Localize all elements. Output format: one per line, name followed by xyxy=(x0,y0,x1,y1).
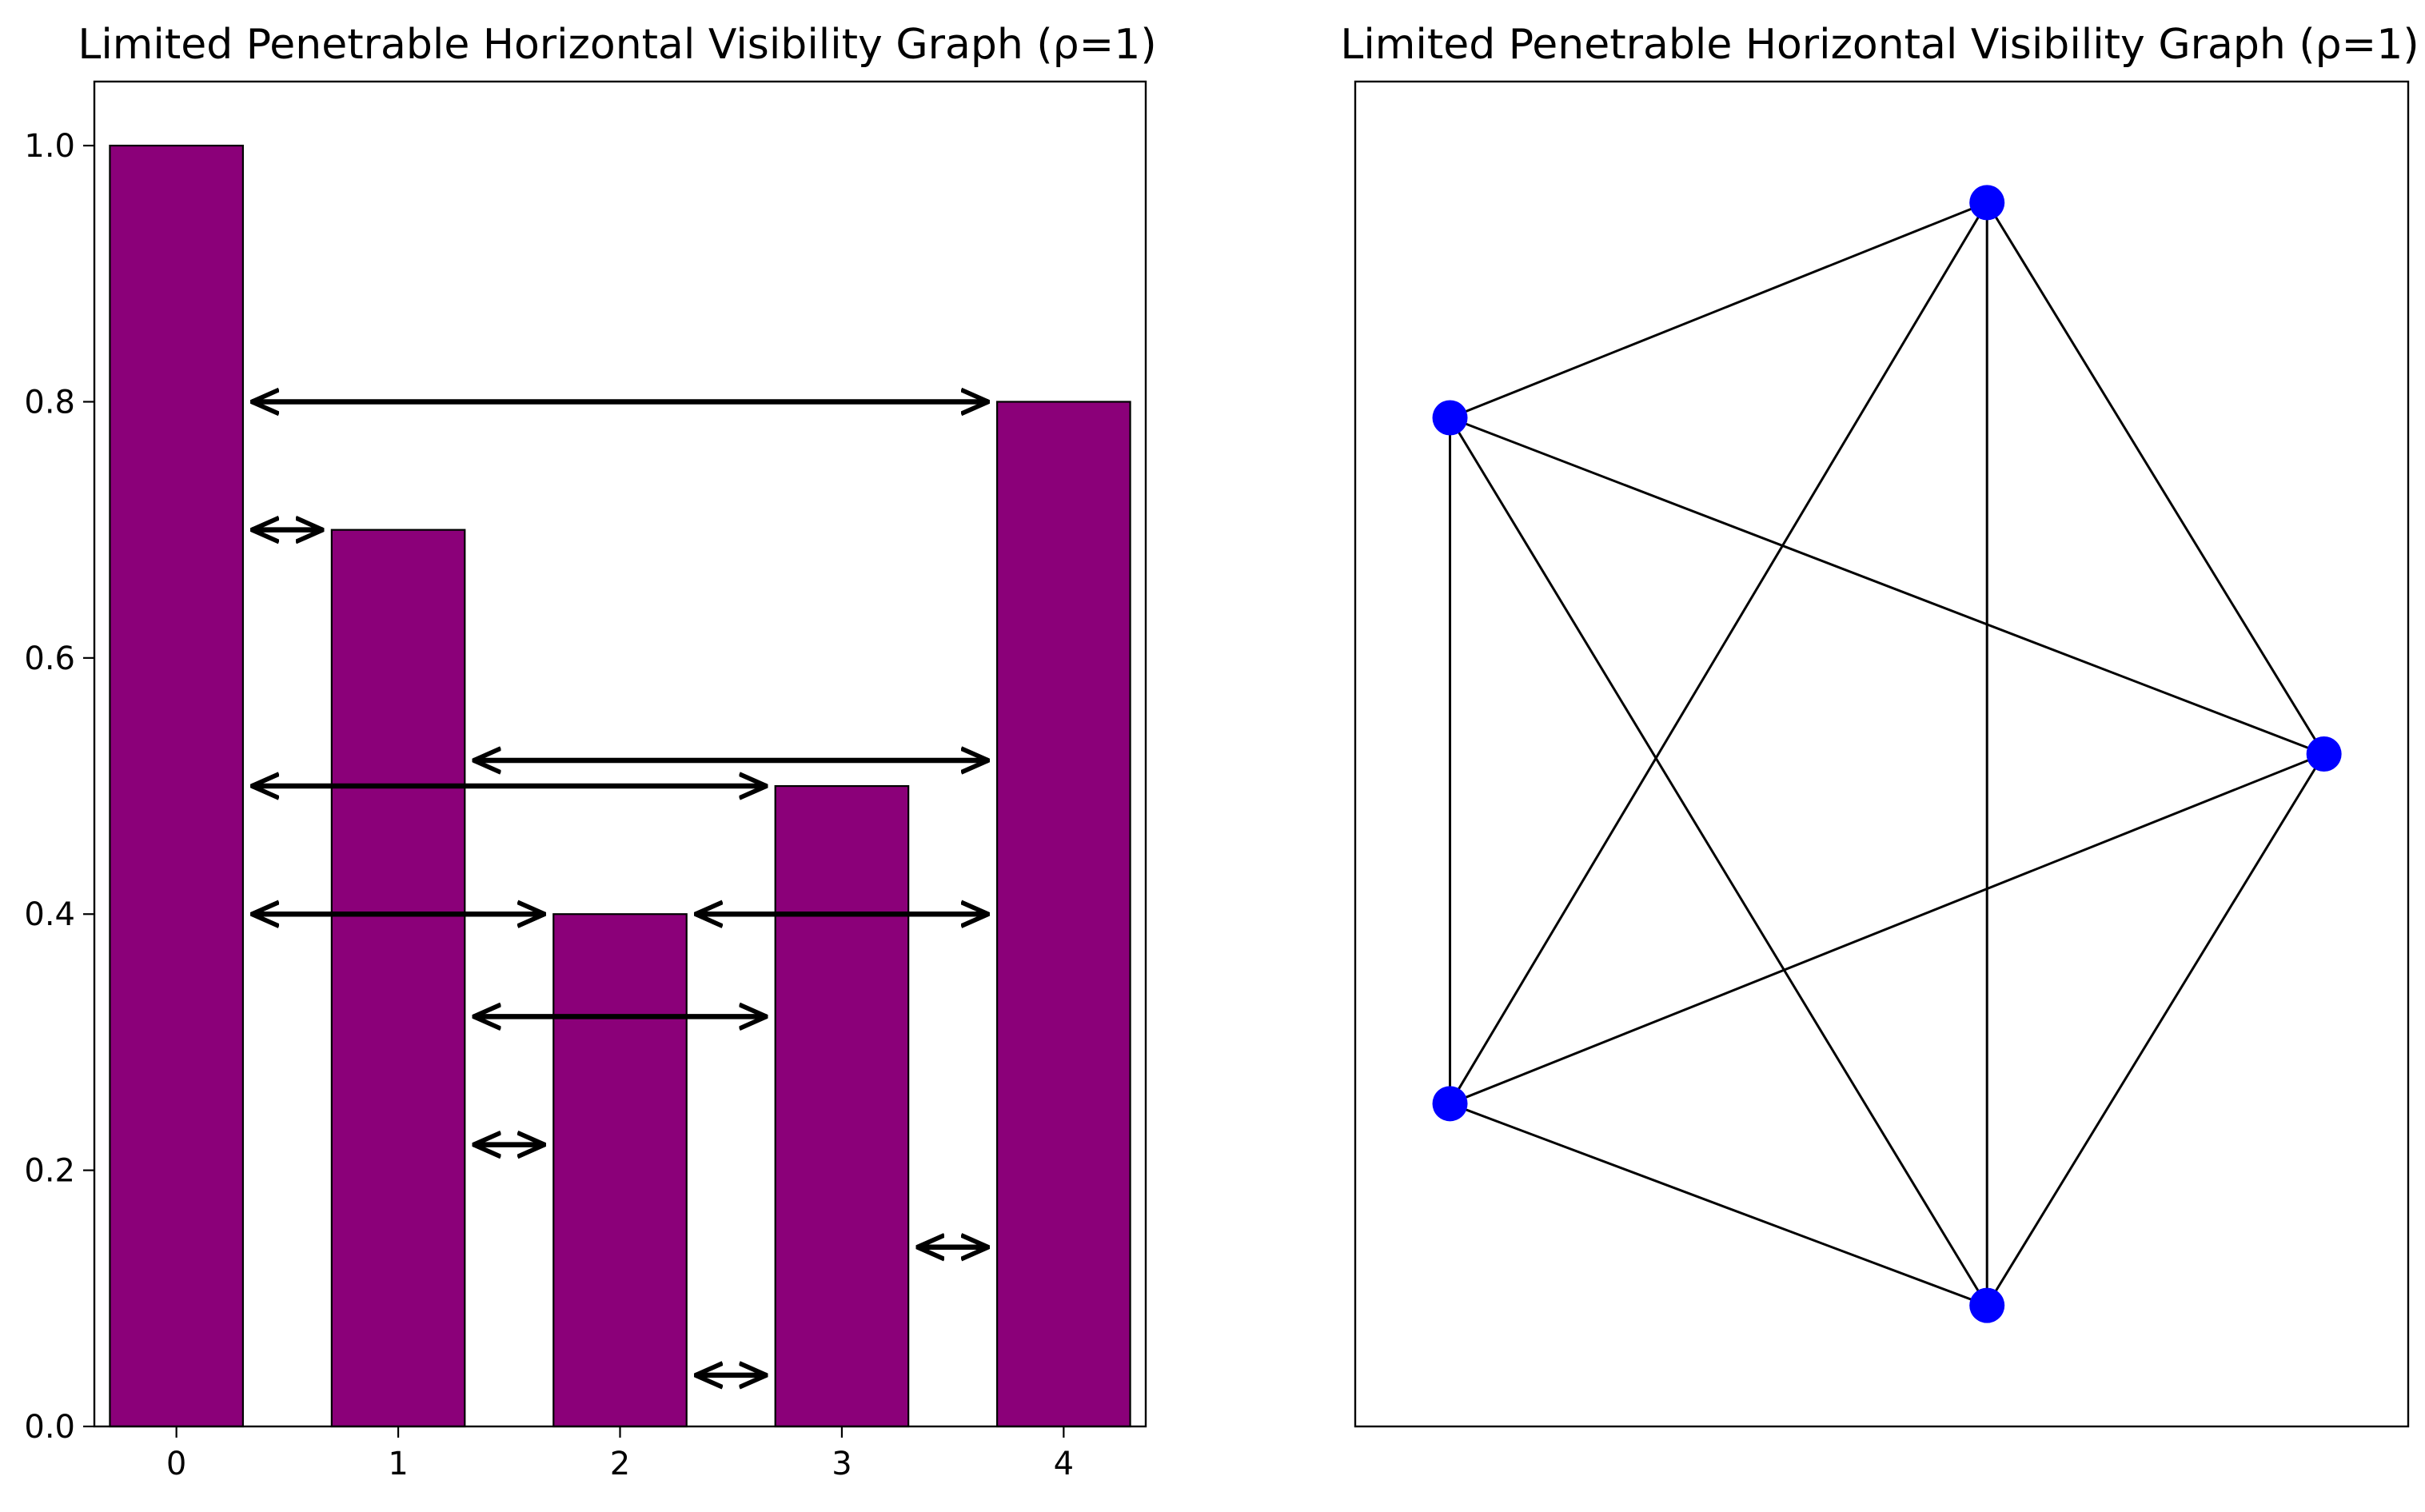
y-tick-label: 0.4 xyxy=(24,896,75,933)
graph-node-4 xyxy=(1969,1287,2005,1323)
graph-edge-2-4 xyxy=(1449,417,1988,1307)
graph-node-0 xyxy=(2306,736,2342,772)
bar-0 xyxy=(109,144,244,1428)
y-tick-label: 0.8 xyxy=(24,384,75,421)
y-tick-label: 1.0 xyxy=(24,128,75,165)
graph-edge-0-2 xyxy=(1449,417,2325,756)
network-graph-plot-area xyxy=(1354,80,2410,1428)
graph-edge-0-4 xyxy=(1985,753,2325,1307)
bar-2 xyxy=(552,913,688,1428)
bar-chart: Limited Penetrable Horizontal Visibility… xyxy=(24,21,1156,1482)
x-tick-label: 0 xyxy=(166,1446,186,1482)
bar-chart-plot-area: 0.0 0.2 0.4 0.6 0.8 1.0 0 1 2 3 4 xyxy=(24,80,1147,1482)
x-tick-label: 3 xyxy=(832,1446,852,1482)
y-tick-label: 0.0 xyxy=(24,1409,75,1446)
y-tick-label: 0.2 xyxy=(24,1153,75,1190)
bar-1 xyxy=(330,529,466,1428)
graph-node-1 xyxy=(1969,185,2005,221)
graph-node-2 xyxy=(1432,400,1468,436)
graph-edge-0-3 xyxy=(1449,752,2325,1105)
graph-edge-3-4 xyxy=(1450,1102,1988,1307)
bar-4 xyxy=(996,401,1131,1428)
graph-node-3 xyxy=(1432,1086,1468,1122)
bar-3 xyxy=(774,784,910,1428)
network-graph: Limited Penetrable Horizontal Visibility… xyxy=(1340,21,2419,1428)
network-graph-title: Limited Penetrable Horizontal Visibility… xyxy=(1340,21,2419,69)
x-tick-label: 4 xyxy=(1054,1446,1074,1482)
bar-chart-title: Limited Penetrable Horizontal Visibility… xyxy=(78,21,1156,69)
axes-frame xyxy=(1354,80,2410,1428)
x-tick-label: 1 xyxy=(388,1446,408,1482)
graph-edge-1-2 xyxy=(1449,201,1988,419)
graph-edge-0-1 xyxy=(1985,201,2325,755)
y-tick-label: 0.6 xyxy=(24,640,75,677)
graph-edge-1-3 xyxy=(1449,201,1988,1105)
x-tick-label: 2 xyxy=(610,1446,630,1482)
